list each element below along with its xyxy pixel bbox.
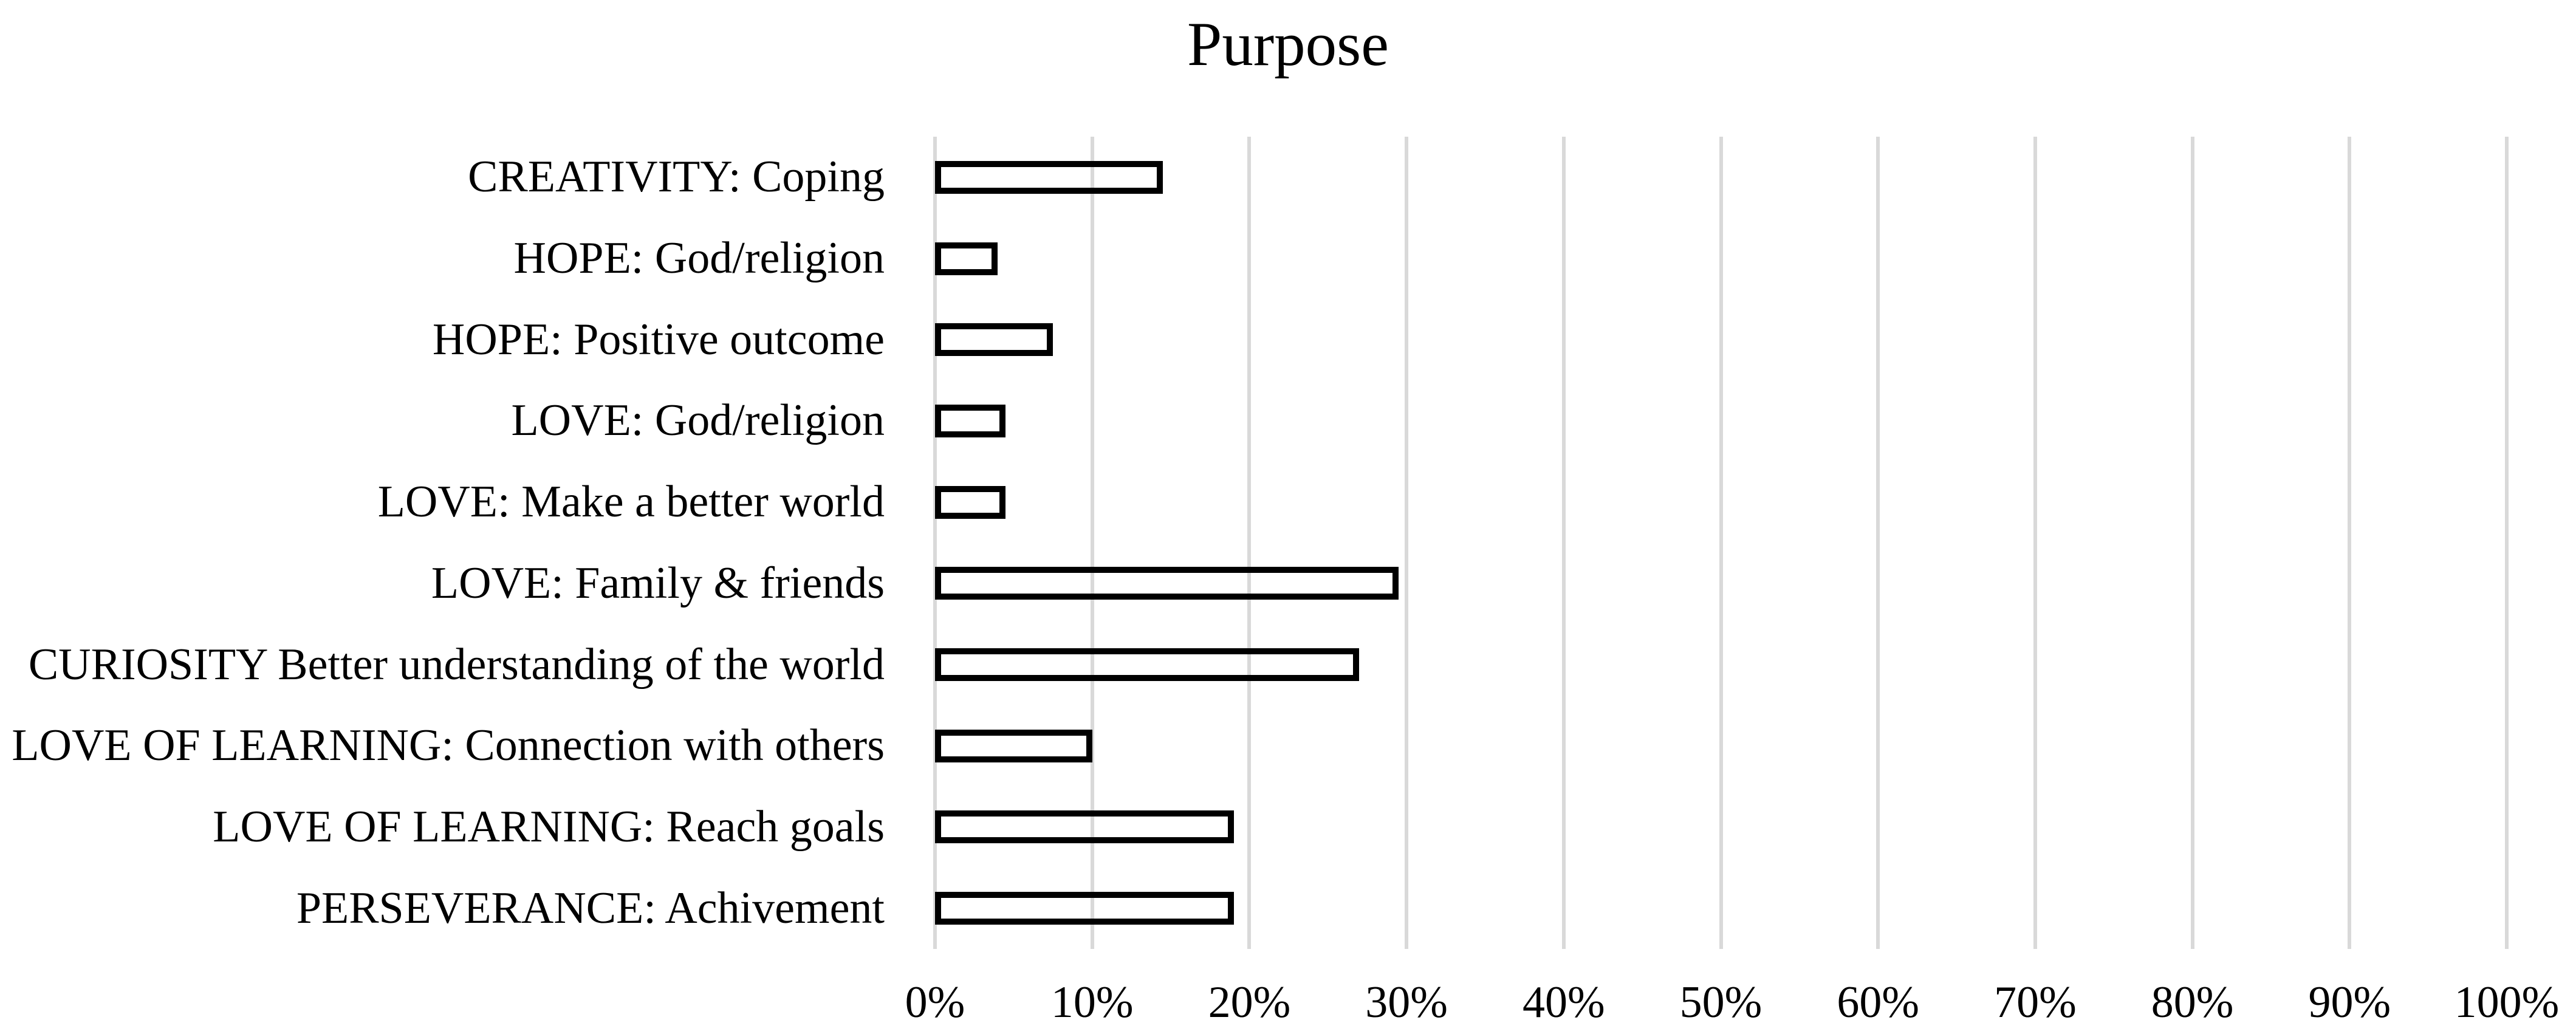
bar bbox=[935, 160, 1163, 194]
x-tick-label: 70% bbox=[1994, 978, 2077, 1027]
gridline bbox=[933, 137, 937, 949]
bar-row bbox=[935, 380, 2507, 462]
bar-row bbox=[935, 624, 2507, 705]
category-label: HOPE: God/religion bbox=[513, 233, 885, 284]
x-tick-label: 0% bbox=[905, 978, 965, 1027]
bar-row bbox=[935, 543, 2507, 625]
gridline bbox=[2505, 137, 2509, 949]
bar-row bbox=[935, 787, 2507, 868]
bar bbox=[935, 323, 1053, 357]
x-axis-tick-labels: 0% 10% 20% 30% 40% 50% 60% 70% 80% 90% 100% bbox=[905, 974, 2560, 1030]
bar bbox=[935, 242, 998, 275]
x-tick-label: 60% bbox=[1837, 978, 1920, 1027]
x-tick-label: 10% bbox=[1050, 978, 1134, 1027]
bar-row bbox=[935, 299, 2507, 380]
bar bbox=[935, 404, 1006, 437]
x-tick-label: 30% bbox=[1365, 978, 1448, 1027]
gridline bbox=[1405, 137, 1409, 949]
gridlines bbox=[933, 137, 2509, 949]
bar bbox=[935, 485, 1006, 519]
plot-area bbox=[933, 137, 2509, 949]
gridline bbox=[1090, 137, 1094, 949]
x-tick-label: 100% bbox=[2454, 978, 2560, 1027]
x-tick-label: 20% bbox=[1208, 978, 1291, 1027]
bar bbox=[935, 567, 1399, 600]
gridline bbox=[2190, 137, 2194, 949]
x-tick-label: 80% bbox=[2151, 978, 2234, 1027]
category-label: LOVE OF LEARNING: Connection with others bbox=[12, 721, 885, 771]
bar-row bbox=[935, 137, 2507, 218]
bar-series bbox=[935, 137, 2507, 949]
bar-row bbox=[935, 462, 2507, 543]
category-label: PERSEVERANCE: Achivement bbox=[296, 883, 885, 933]
gridline bbox=[1876, 137, 1880, 949]
category-label: CURIOSITY Better understanding of the wo… bbox=[28, 639, 885, 690]
category-label: LOVE: Family & friends bbox=[431, 558, 885, 608]
x-tick-label: 40% bbox=[1522, 978, 1605, 1027]
x-tick-label: 50% bbox=[1679, 978, 1762, 1027]
bar bbox=[935, 648, 1360, 682]
category-label: CREATIVITY: Coping bbox=[468, 152, 885, 202]
bar bbox=[935, 729, 1092, 762]
bar-row bbox=[935, 705, 2507, 787]
gridline bbox=[1719, 137, 1723, 949]
gridline bbox=[2348, 137, 2352, 949]
gridline bbox=[2033, 137, 2037, 949]
chart-title: Purpose bbox=[1187, 10, 1389, 79]
bar bbox=[935, 892, 1234, 925]
bar-row bbox=[935, 868, 2507, 949]
bar bbox=[935, 810, 1234, 844]
bar-row bbox=[935, 218, 2507, 300]
gridline bbox=[1247, 137, 1252, 949]
category-axis-labels: CREATIVITY: Coping HOPE: God/religion HOPE… bbox=[0, 137, 911, 949]
category-label: LOVE: Make a better world bbox=[377, 477, 885, 527]
x-tick-label: 90% bbox=[2308, 978, 2391, 1027]
category-label: LOVE: God/religion bbox=[511, 395, 885, 446]
category-label: LOVE OF LEARNING: Reach goals bbox=[213, 801, 885, 852]
category-label: HOPE: Positive outcome bbox=[432, 314, 885, 365]
gridline bbox=[1561, 137, 1566, 949]
